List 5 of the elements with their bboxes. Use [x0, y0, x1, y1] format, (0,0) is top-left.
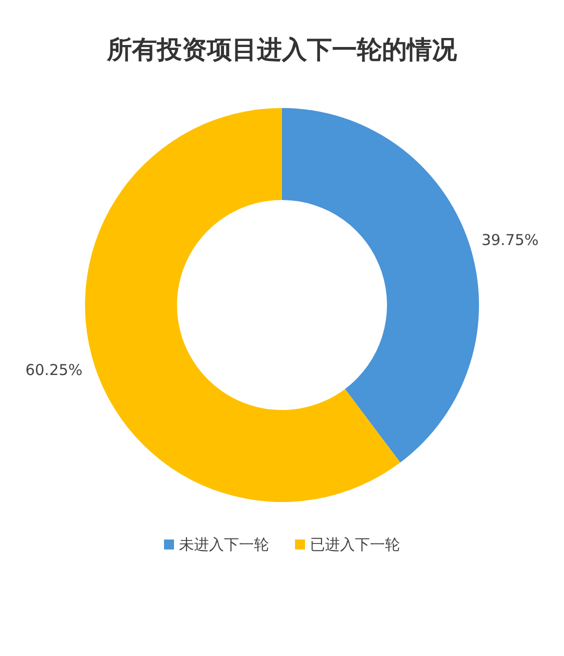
chart-title: 所有投资项目进入下一轮的情况 — [106, 35, 458, 64]
legend-label: 未进入下一轮 — [179, 536, 269, 554]
data-label: 39.75% — [481, 231, 539, 250]
legend-label: 已进入下一轮 — [310, 536, 400, 554]
data-label: 60.25% — [25, 360, 83, 379]
